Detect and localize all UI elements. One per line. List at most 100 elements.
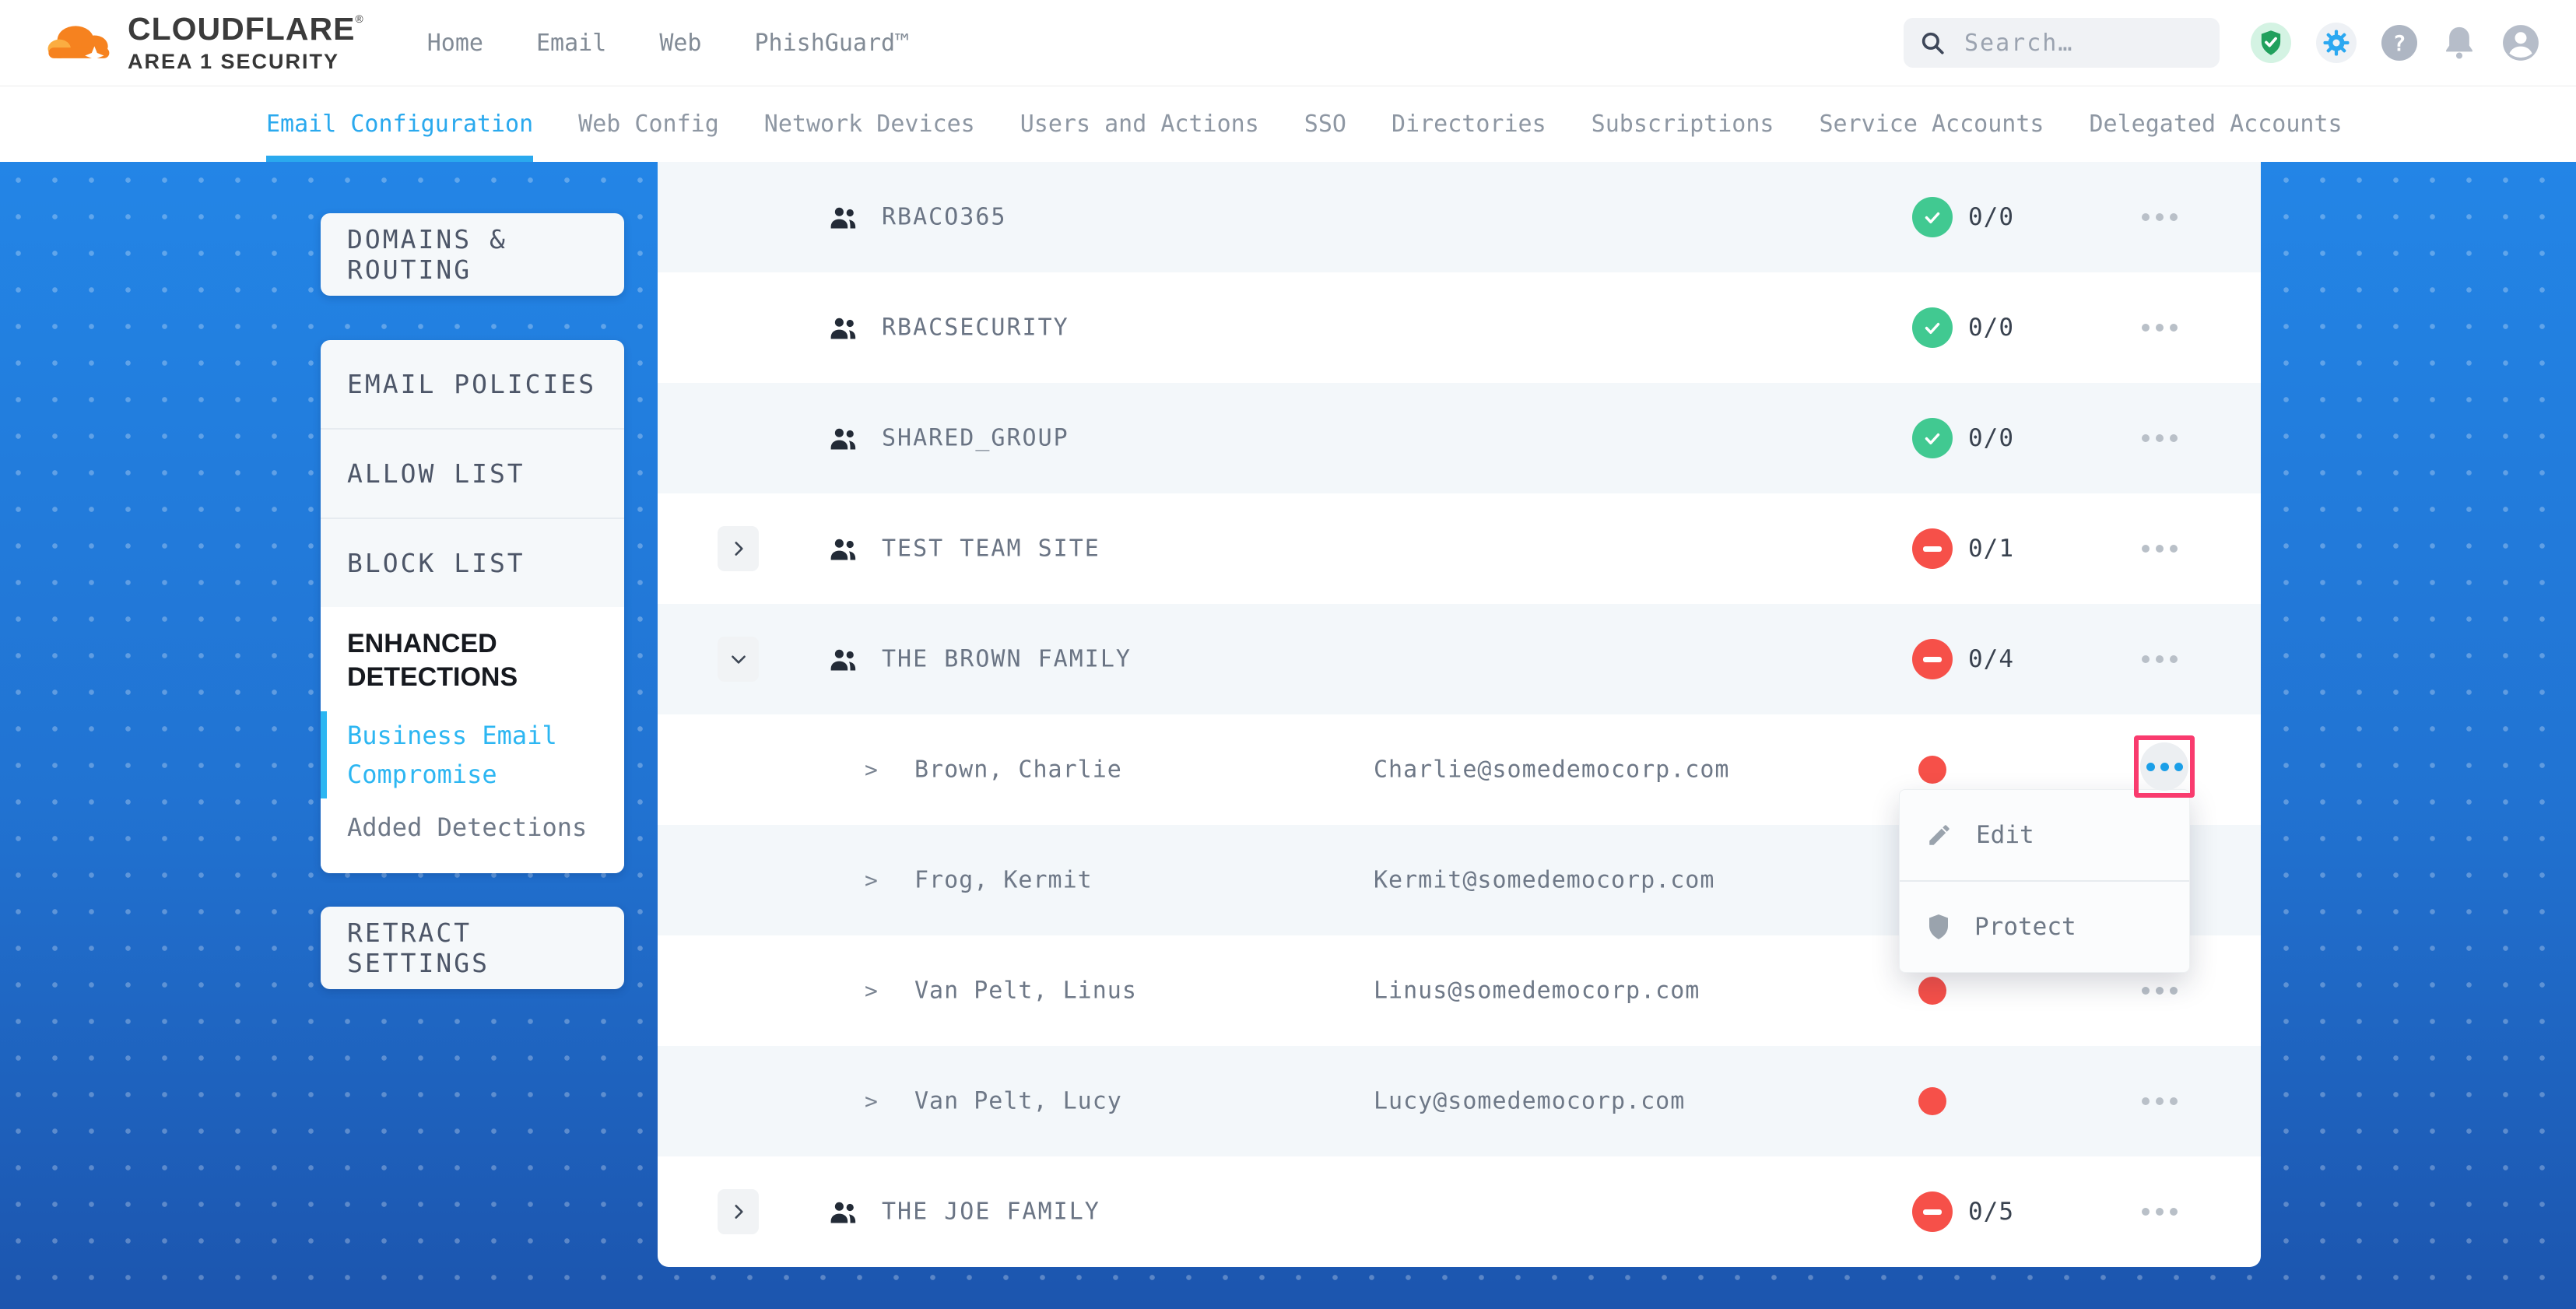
logo-wordmark: CLOUDFLARE — [128, 11, 356, 47]
sidebar-item-allow-list[interactable]: ALLOW LIST — [347, 458, 525, 489]
tab-sso[interactable]: SSO — [1304, 111, 1346, 138]
tab-network-devices[interactable]: Network Devices — [763, 111, 975, 138]
tab-web-config[interactable]: Web Config — [578, 111, 719, 138]
collapse-button[interactable] — [718, 637, 759, 682]
cloudflare-logo[interactable]: CLOUDFLARE® AREA 1 SECURITY — [40, 13, 363, 72]
table-row-user: > Van Pelt, Linus Linus@somedemocorp.com — [658, 935, 2261, 1046]
row-menu-button[interactable] — [2142, 213, 2178, 221]
groups-table: RBACO365 0/0 RBACSECURITY — [658, 162, 2261, 1267]
sidebar-enhanced-detections-section: ENHANCED DETECTIONS Business Email Compr… — [321, 607, 624, 873]
tab-service-accounts[interactable]: Service Accounts — [1819, 111, 2044, 138]
logo-subtitle: AREA 1 SECURITY — [128, 50, 340, 73]
group-icon — [830, 539, 856, 560]
row-menu-button[interactable] — [2142, 434, 2178, 442]
sidebar-item-domains-routing[interactable]: DOMAINS & ROUTING — [347, 224, 507, 285]
group-name: RBACO365 — [882, 203, 1007, 231]
divider — [1900, 880, 2189, 882]
help-icon[interactable]: ? — [2381, 25, 2417, 61]
config-tabs: Email Configuration Web Config Network D… — [0, 86, 2576, 162]
divider — [321, 518, 624, 519]
shield-icon — [1929, 914, 1948, 939]
expand-button[interactable] — [718, 1189, 759, 1234]
group-icon — [830, 318, 856, 339]
user-caret: > — [865, 1088, 878, 1114]
registered-mark: ® — [355, 12, 363, 25]
row-menu-button[interactable] — [2142, 1208, 2178, 1216]
tab-subscriptions[interactable]: Subscriptions — [1591, 111, 1774, 138]
sidebar-item-retract-settings[interactable]: RETRACT SETTINGS — [347, 918, 490, 978]
search-input[interactable] — [1963, 28, 2204, 58]
sidebar-item-added-detections[interactable]: Added Detections — [347, 812, 588, 842]
user-email: Kermit@somedemocorp.com — [1374, 866, 1715, 894]
sidebar-item-enhanced-detections[interactable]: ENHANCED DETECTIONS — [347, 629, 518, 692]
table-row-group: SHARED_GROUP 0/0 — [658, 383, 2261, 493]
table-row-group: RBACSECURITY 0/0 — [658, 272, 2261, 383]
status-minus-icon — [1912, 528, 1953, 569]
table-row-group: THE BROWN FAMILY 0/4 — [658, 604, 2261, 714]
header-status-icons: ? — [2251, 23, 2540, 63]
sidebar-card-domains: DOMAINS & ROUTING — [321, 213, 624, 296]
nav-item-email[interactable]: Email — [536, 29, 607, 57]
gear-icon[interactable] — [2316, 23, 2357, 63]
status-minus-icon — [1912, 639, 1953, 679]
user-caret: > — [865, 977, 878, 1004]
row-context-menu: Edit Protect — [1899, 789, 2190, 973]
group-icon — [830, 1202, 856, 1223]
protected-count: 0/1 — [1968, 535, 2014, 563]
tab-delegated-accounts[interactable]: Delegated Accounts — [2089, 111, 2343, 138]
row-menu-button[interactable] — [2142, 545, 2178, 553]
nav-item-web[interactable]: Web — [659, 29, 702, 57]
top-bar: CLOUDFLARE® AREA 1 SECURITY Home Email W… — [0, 0, 2576, 86]
sidebar-item-block-list[interactable]: BLOCK LIST — [347, 548, 525, 578]
row-menu-button[interactable] — [2142, 324, 2178, 332]
user-name: Van Pelt, Linus — [914, 977, 1137, 1005]
sidebar-item-business-email-compromise[interactable]: Business Email Compromise — [321, 711, 624, 798]
shield-check-icon[interactable] — [2251, 23, 2291, 63]
group-name: RBACSECURITY — [882, 314, 1069, 342]
sidebar-item-email-policies[interactable]: EMAIL POLICIES — [347, 369, 597, 399]
cloudflare-cloud-icon — [47, 26, 110, 65]
divider — [321, 428, 624, 430]
table-row-group: RBACO365 0/0 — [658, 162, 2261, 272]
protected-count: 0/0 — [1968, 424, 2014, 452]
tab-users-and-actions[interactable]: Users and Actions — [1020, 111, 1259, 138]
row-menu-button-active[interactable] — [2140, 742, 2188, 791]
primary-nav: Home Email Web PhishGuard™ — [427, 30, 909, 57]
group-name: THE BROWN FAMILY — [882, 645, 1132, 673]
row-menu-button[interactable] — [2142, 1097, 2178, 1105]
group-name: SHARED_GROUP — [882, 424, 1069, 452]
user-email: Linus@somedemocorp.com — [1374, 977, 1700, 1005]
bell-icon[interactable] — [2442, 24, 2476, 61]
status-check-icon — [1912, 418, 1953, 458]
user-name: Brown, Charlie — [914, 756, 1122, 784]
table-row-group: THE JOE FAMILY 0/5 — [658, 1156, 2261, 1267]
row-menu-button[interactable] — [2142, 655, 2178, 663]
expand-button[interactable] — [718, 526, 759, 571]
content-area: DOMAINS & ROUTING EMAIL POLICIES ALLOW L… — [0, 162, 2576, 1309]
user-caret: > — [865, 756, 878, 783]
nav-item-home[interactable]: Home — [426, 29, 483, 57]
group-icon — [830, 207, 856, 229]
account-icon[interactable] — [2501, 23, 2540, 62]
menu-item-edit[interactable]: Edit — [1900, 790, 2189, 880]
group-icon — [830, 649, 856, 671]
status-check-icon — [1912, 197, 1953, 237]
protected-count: 0/0 — [1968, 203, 2014, 231]
protected-count: 0/0 — [1968, 314, 2014, 342]
status-check-icon — [1912, 307, 1953, 348]
user-email: Lucy@somedemocorp.com — [1374, 1087, 1686, 1115]
sidebar-card-retract: RETRACT SETTINGS — [321, 907, 624, 989]
menu-item-protect[interactable]: Protect — [1900, 882, 2189, 972]
tab-email-configuration[interactable]: Email Configuration — [266, 86, 534, 162]
user-name: Van Pelt, Lucy — [914, 1087, 1122, 1115]
table-row-user: > Brown, Charlie Charlie@somedemocorp.co… — [658, 714, 2261, 825]
status-dot-icon — [1918, 1087, 1946, 1115]
status-dot-icon — [1918, 756, 1946, 784]
search-box[interactable] — [1904, 18, 2220, 68]
sidebar-card-policies: EMAIL POLICIES ALLOW LIST BLOCK LIST ENH… — [321, 340, 624, 873]
row-menu-button[interactable] — [2142, 987, 2178, 995]
nav-item-phishguard[interactable]: PhishGuard™ — [754, 29, 910, 57]
protected-count: 0/4 — [1968, 645, 2014, 673]
tab-directories[interactable]: Directories — [1391, 111, 1546, 138]
